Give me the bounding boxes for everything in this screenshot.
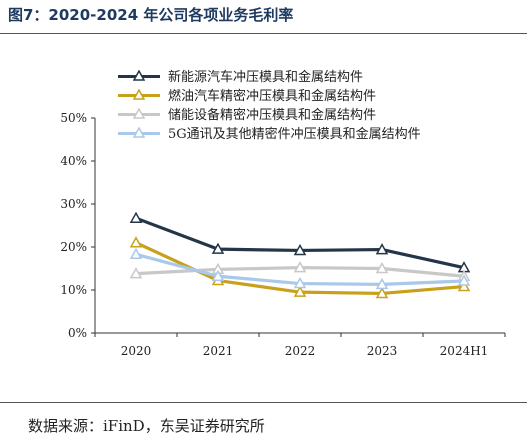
data-point — [129, 247, 143, 260]
legend-item: 储能设备精密冲压模具和金属结构件 — [118, 104, 421, 123]
y-tick-label: 10% — [60, 283, 87, 297]
legend-marker — [133, 126, 145, 138]
bottom-rule — [0, 402, 527, 403]
data-point — [129, 211, 143, 223]
data-point — [375, 286, 389, 299]
data-point — [293, 261, 307, 273]
legend-label: 5G通讯及其他精密件冲压模具和金属结构件 — [168, 127, 421, 142]
data-point — [457, 274, 471, 286]
y-tick-label: 0% — [68, 326, 87, 340]
legend-swatch — [118, 107, 160, 120]
data-point — [457, 280, 471, 292]
data-point — [129, 236, 143, 248]
x-tick-label: 2022 — [285, 344, 316, 358]
data-point — [375, 243, 389, 255]
legend-swatch — [118, 126, 160, 139]
series-3 — [129, 261, 471, 281]
legend-item: 燃油汽车精密冲压模具和金属结构件 — [118, 85, 421, 104]
legend-marker — [133, 107, 145, 119]
legend-label: 储能设备精密冲压模具和金属结构件 — [168, 108, 377, 123]
x-tick-label: 2020 — [121, 344, 152, 358]
data-point — [293, 243, 307, 256]
data-point — [129, 267, 143, 279]
source-note: 数据来源：iFinD，东吴证券研究所 — [28, 417, 265, 435]
top-rule — [0, 33, 527, 34]
data-point — [211, 242, 225, 254]
legend-swatch — [118, 88, 160, 101]
figure-title: 图7：2020-2024 年公司各项业务毛利率 — [8, 6, 294, 24]
legend-marker — [133, 88, 145, 100]
y-tick-label: 50% — [60, 111, 87, 125]
legend-label: 新能源汽车冲压模具和金属结构件 — [168, 70, 364, 85]
x-tick-label: 2024H1 — [440, 344, 489, 358]
data-point — [293, 285, 307, 297]
line-chart: 0% 10% 20% 30% 40% 50% 2020 2021 2022 2023 2024H1 — [60, 111, 506, 358]
data-point — [293, 277, 307, 289]
y-tick-label: 20% — [60, 240, 87, 254]
legend-label: 燃油汽车精密冲压模具和金属结构件 — [168, 89, 377, 104]
legend-item: 新能源汽车冲压模具和金属结构件 — [118, 66, 421, 85]
data-point — [211, 269, 225, 281]
legend-marker — [133, 69, 145, 81]
series-1 — [129, 211, 471, 273]
data-point — [375, 261, 389, 274]
data-point — [375, 277, 389, 290]
series-4 — [129, 247, 471, 290]
x-tick-label: 2021 — [203, 344, 234, 358]
legend-swatch — [118, 69, 160, 82]
legend-item: 5G通讯及其他精密件冲压模具和金属结构件 — [118, 123, 421, 142]
y-tick-label: 40% — [60, 154, 87, 168]
series-line — [135, 216, 465, 270]
x-tick-label: 2023 — [367, 344, 398, 358]
y-tick-label: 30% — [60, 197, 87, 211]
chart-legend: 新能源汽车冲压模具和金属结构件 燃油汽车精密冲压模具和金属结构件 储能设备精密冲压模… — [118, 66, 421, 142]
